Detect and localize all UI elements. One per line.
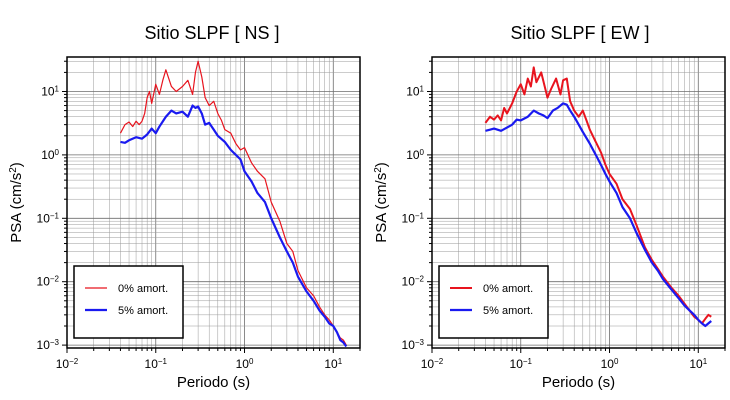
y-tick-label: 101 [406, 84, 424, 99]
legend-box [438, 265, 549, 339]
y-tick-label-base: 10 [41, 84, 55, 98]
plot-frame [66, 56, 361, 349]
series-line-0pct [484, 66, 712, 325]
series-line-5pct [485, 102, 712, 328]
y-tick-label: 100 [41, 147, 59, 162]
x-tick-label-base: 10 [601, 357, 615, 371]
x-tick-label-base: 10 [421, 357, 435, 371]
chart-ew: Sitio SLPF [ EW ] 10−2 10−1 100 10110−310−2… [373, 23, 726, 391]
y-tick-label: 10−1 [37, 211, 60, 226]
x-tick-label: 101 [324, 357, 342, 372]
x-tick-label-base: 10 [510, 357, 524, 371]
y-tick-label-exp: −1 [50, 211, 60, 220]
y-tick-label-base: 10 [41, 148, 55, 162]
y-tick-label-exp: −2 [50, 274, 60, 283]
legend-label-0pct: 0% amort. [483, 283, 533, 295]
x-tick-label-exp: 0 [249, 357, 254, 366]
chart-title: Sitio SLPF [ EW ] [510, 23, 649, 43]
legend-label-0pct: 0% amort. [118, 283, 168, 295]
y-tick-label-exp: −3 [50, 338, 60, 347]
x-tick-label-exp: −1 [158, 357, 168, 366]
x-tick-label: 10−1 [510, 357, 533, 372]
x-tick-label: 10−2 [421, 357, 444, 372]
y-tick-label: 10−1 [402, 211, 425, 226]
legend: 0% amort. 5% amort. [73, 265, 184, 339]
y-tick-label: 10−2 [402, 274, 425, 289]
y-tick-label-base: 10 [37, 211, 51, 225]
y-axis-label-end: ) [8, 162, 25, 167]
series-line-5pct [120, 104, 348, 348]
y-axis-label-sup: 2 [373, 167, 384, 173]
y-tick-label-exp: −1 [415, 211, 425, 220]
x-axis-label: Periodo (s) [542, 374, 615, 391]
y-tick-label: 10−2 [37, 274, 60, 289]
series-layer [484, 66, 712, 328]
legend-label-5pct: 5% amort. [483, 305, 533, 317]
x-tick-label-base: 10 [145, 357, 159, 371]
x-axis-label: Periodo (s) [177, 374, 250, 391]
y-tick-label: 10−3 [402, 338, 425, 353]
y-axis-label-sup: 2 [8, 167, 19, 173]
x-tick-label-exp: −2 [69, 357, 79, 366]
y-tick-label-base: 10 [406, 148, 420, 162]
x-tick-label-exp: 1 [703, 357, 708, 366]
y-tick-label: 10−3 [37, 338, 60, 353]
y-axis-label-base: PSA (cm/s [8, 173, 25, 243]
y-tick-label-base: 10 [402, 338, 416, 352]
x-tick-label: 10−2 [56, 357, 79, 372]
legend-label-5pct: 5% amort. [118, 305, 168, 317]
y-tick-label-exp: 0 [420, 147, 425, 156]
x-tick-label-base: 10 [56, 357, 70, 371]
y-tick-label: 101 [41, 84, 59, 99]
y-tick-label-base: 10 [406, 84, 420, 98]
x-tick-label-exp: −1 [523, 357, 533, 366]
x-tick-label: 10−1 [145, 357, 168, 372]
plot-frame [431, 56, 726, 349]
y-tick-label-exp: 1 [55, 84, 60, 93]
y-axis-label-base: PSA (cm/s [373, 173, 390, 243]
y-axis-label-end: ) [373, 162, 390, 167]
x-tick-label: 101 [689, 357, 707, 372]
chart-title: Sitio SLPF [ NS ] [144, 23, 279, 43]
y-axis-label: PSA (cm/s2) [8, 162, 26, 243]
y-tick-label-exp: 1 [420, 84, 425, 93]
series-line-0pct [119, 60, 347, 346]
x-tick-label-base: 10 [324, 357, 338, 371]
y-tick-label-base: 10 [402, 275, 416, 289]
series-layer [119, 60, 348, 348]
y-axis-label: PSA (cm/s2) [373, 162, 391, 243]
x-tick-label-exp: 1 [338, 357, 343, 366]
x-tick-label-exp: 0 [614, 357, 619, 366]
y-tick-label-exp: 0 [55, 147, 60, 156]
x-tick-label: 100 [601, 357, 619, 372]
x-tick-label-base: 10 [689, 357, 703, 371]
chart-ns: Sitio SLPF [ NS ] 10−2 10−1 100 10110−310−2… [8, 23, 361, 391]
legend-box [73, 265, 184, 339]
y-tick-label-exp: −2 [415, 274, 425, 283]
x-tick-label-base: 10 [236, 357, 250, 371]
y-tick-label-base: 10 [37, 338, 51, 352]
y-tick-label-base: 10 [37, 275, 51, 289]
y-tick-label: 100 [406, 147, 424, 162]
y-tick-label-exp: −3 [415, 338, 425, 347]
x-tick-label: 100 [236, 357, 254, 372]
y-tick-label-base: 10 [402, 211, 416, 225]
x-tick-label-exp: −2 [434, 357, 444, 366]
legend: 0% amort. 5% amort. [438, 265, 549, 339]
